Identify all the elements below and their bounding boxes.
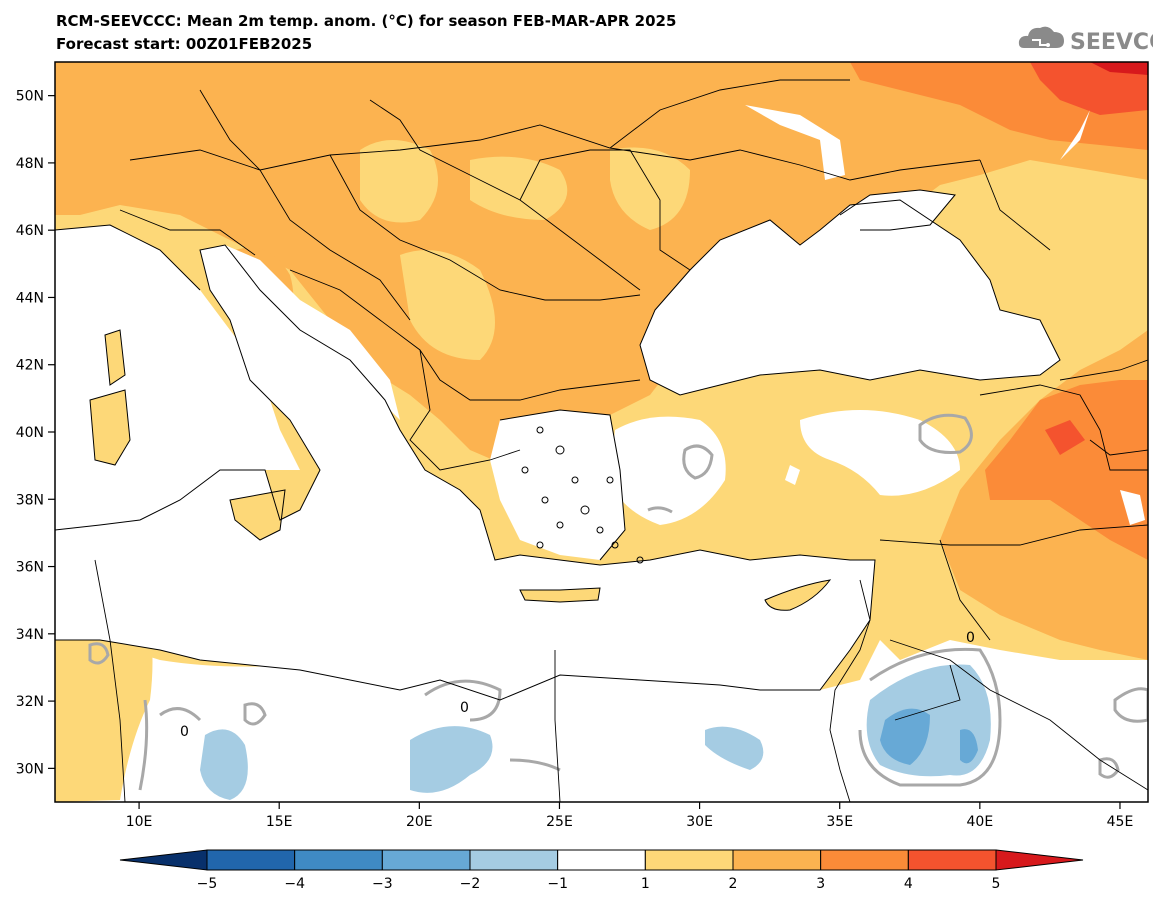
- longitude-label: 35E: [826, 814, 853, 830]
- logo-text: SEEVCCC: [1070, 30, 1153, 55]
- colorbar-segment: [294, 849, 383, 871]
- anomaly-neg1-neg2-egypt: [705, 726, 764, 770]
- cyprus-land: [765, 580, 830, 611]
- colorbar-segment: [907, 849, 997, 871]
- longitude-label: 15E: [266, 814, 293, 830]
- colorbar-label: −2: [460, 876, 481, 892]
- cloud-icon: [1018, 26, 1064, 48]
- colorbar-label: 5: [992, 876, 1001, 892]
- crete-land: [520, 588, 600, 602]
- anomaly-neg2-neg3-arabia: [880, 708, 930, 765]
- anomaly-below-1-anatolia: [610, 416, 726, 525]
- latitude-label: 30N: [16, 761, 44, 777]
- colorbar-label: 3: [816, 876, 825, 892]
- colorbar-label: 4: [904, 876, 913, 892]
- colorbar-label: 1: [641, 876, 650, 892]
- longitude-axis: 10E 15E 20E 25E 30E 35E 40E 45E: [126, 802, 1134, 830]
- zero-contours: [88, 413, 1148, 791]
- colorbar-label: −1: [547, 876, 568, 892]
- mediterranean-sea: [55, 245, 875, 700]
- contour-label: 0: [966, 630, 975, 646]
- longitude-label: 40E: [967, 814, 994, 830]
- white-streak-1: [745, 105, 845, 180]
- anomaly-1-2-patch-c: [400, 250, 495, 360]
- longitude-label: 30E: [686, 814, 713, 830]
- anomaly-3-4-east: [985, 380, 1148, 560]
- latitude-label: 42N: [16, 358, 44, 374]
- colorbar-arrow-low: [119, 849, 208, 871]
- anomaly-4-5-northeast: [1030, 62, 1148, 115]
- anomaly-1-2-patch-a: [360, 140, 438, 223]
- longitude-label: 20E: [406, 814, 433, 830]
- colorbar-segment: [644, 849, 734, 871]
- adriatic-sea: [225, 245, 400, 420]
- colorbar-segment: [732, 849, 822, 871]
- longitude-label: 45E: [1107, 814, 1134, 830]
- colorbar-label: −3: [372, 876, 393, 892]
- colorbar-label: 2: [729, 876, 738, 892]
- anomaly-1-2-patch-b: [470, 156, 568, 220]
- longitude-label: 25E: [546, 814, 573, 830]
- latitude-label: 40N: [16, 425, 44, 441]
- coastlines: [55, 189, 1061, 701]
- country-borders: [94, 79, 1148, 802]
- sicily-land: [230, 490, 285, 540]
- seevccc-logo: SEEVCCC: [1018, 26, 1153, 55]
- latitude-label: 50N: [16, 89, 44, 105]
- latitude-label: 38N: [16, 492, 44, 508]
- sardinia-land: [90, 390, 130, 465]
- anomaly-1-2-patch-d: [610, 147, 690, 230]
- latitude-label: 36N: [16, 560, 44, 576]
- colorbar-label: −5: [197, 876, 218, 892]
- latitude-label: 34N: [16, 627, 44, 643]
- colorbar-segment: [206, 849, 296, 871]
- map-fields: 0 0 0: [55, 62, 1148, 802]
- latitude-label: 48N: [16, 156, 44, 172]
- anomaly-below-1-africa: [55, 640, 1148, 802]
- aegean-sea: [490, 410, 625, 560]
- latitude-label: 44N: [16, 290, 44, 306]
- latitude-label: 32N: [16, 694, 44, 710]
- colorbar-segment: [557, 849, 646, 871]
- anomaly-neg2-neg3-arabia2: [960, 729, 978, 764]
- anomaly-neg1-neg2-libya2: [410, 726, 493, 793]
- colorbar-label: −4: [284, 876, 305, 892]
- colorbar-segment: [381, 849, 471, 871]
- aegean-islands: [521, 426, 644, 564]
- longitude-label: 10E: [126, 814, 153, 830]
- contour-label: 0: [460, 700, 469, 716]
- anomaly-5plus-northeast: [1090, 62, 1148, 75]
- forecast-start: Forecast start: 00Z01FEB2025: [56, 35, 313, 53]
- latitude-axis: 50N 48N 46N 44N 42N 40N 38N 36N 34N 32N 30N: [16, 89, 55, 777]
- white-patch-turkey: [785, 465, 800, 485]
- anomaly-neg1-neg2-libya: [200, 729, 248, 800]
- colorbar-segment: [820, 849, 909, 871]
- sea-of-azov: [840, 190, 955, 230]
- map-title: RCM-SEEVCCC: Mean 2m temp. anom. (°C) fo…: [56, 12, 677, 30]
- contour-label: 0: [180, 724, 189, 740]
- anomaly-2-3-europe: [55, 62, 1148, 465]
- latitude-label: 46N: [16, 223, 44, 239]
- colorbar-segment: [469, 849, 559, 871]
- corsica-land: [105, 330, 125, 385]
- white-patch-east: [1120, 490, 1145, 525]
- black-sea: [640, 200, 1060, 395]
- colorbar-arrow-high: [995, 849, 1084, 871]
- anomaly-4-5-east: [1045, 420, 1085, 455]
